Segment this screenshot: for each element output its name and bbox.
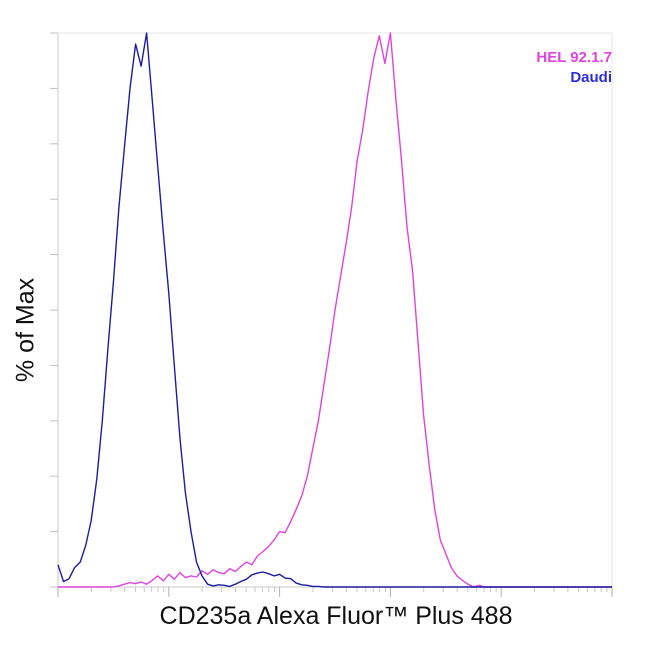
axes [50,32,613,597]
legend-item-hel: HEL 92.1.7 [536,49,612,66]
series-line-hel [58,32,612,588]
legend: HEL 92.1.7 Daudi [536,48,612,88]
x-axis-label: CD235a Alexa Fluor™ Plus 488 [159,602,513,630]
series-group [57,32,612,588]
y-axis-label: % of Max [11,277,40,383]
series-line-daudi [57,32,612,588]
legend-item-daudi: Daudi [570,69,612,86]
